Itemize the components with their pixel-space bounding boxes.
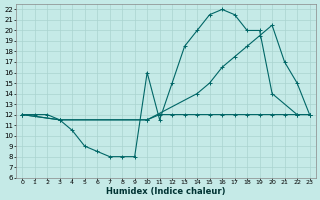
X-axis label: Humidex (Indice chaleur): Humidex (Indice chaleur)	[106, 187, 226, 196]
